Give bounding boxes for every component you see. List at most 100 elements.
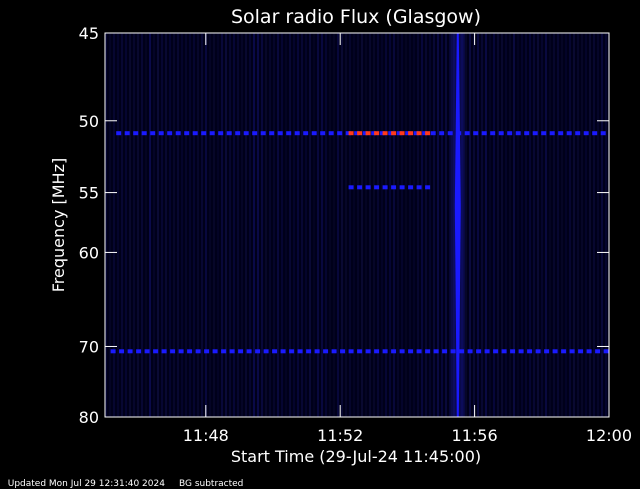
band-segment: [195, 349, 201, 354]
noise-column: [497, 33, 499, 417]
band-segment: [416, 131, 422, 136]
noise-column: [141, 33, 143, 417]
band-segment: [450, 349, 456, 354]
band-segment: [558, 131, 564, 136]
band-segment: [399, 131, 405, 136]
band-segment: [408, 185, 414, 190]
noise-column: [281, 33, 283, 417]
band-segment: [425, 349, 431, 354]
noise-column: [361, 33, 363, 417]
noise-column: [177, 33, 179, 417]
noise-column: [165, 33, 167, 417]
burst-spike-core: [454, 33, 461, 417]
band-segment: [337, 131, 343, 136]
band-segment: [277, 131, 283, 136]
noise-column: [577, 33, 579, 417]
band-segment: [294, 131, 300, 136]
band-segment: [280, 349, 286, 354]
noise-column: [209, 33, 211, 417]
noise-column: [489, 33, 491, 417]
noise-column: [541, 33, 543, 417]
band-segment: [175, 131, 181, 136]
noise-column: [317, 33, 319, 417]
band-segment: [391, 131, 397, 136]
band-segment: [348, 349, 354, 354]
noise-column: [593, 33, 595, 417]
band-segment: [150, 131, 156, 136]
noise-column: [193, 33, 195, 417]
updated-timestamp: Updated Mon Jul 29 12:31:40 2024: [7, 479, 165, 489]
band-segment: [345, 131, 351, 136]
band-segment: [510, 349, 516, 354]
noise-column: [349, 33, 351, 417]
band-segment: [583, 131, 589, 136]
band-segment: [549, 131, 555, 136]
noise-column: [465, 33, 467, 417]
noise-columns: [105, 33, 607, 417]
band-segment: [552, 349, 558, 354]
band-segment: [396, 131, 402, 136]
noise-column: [353, 33, 355, 417]
band-segment: [481, 131, 487, 136]
noise-column: [245, 33, 247, 417]
band-segment: [133, 131, 139, 136]
band-segment: [311, 131, 317, 136]
noise-column: [441, 33, 443, 417]
noise-column: [473, 33, 475, 417]
plot-area: [105, 33, 609, 417]
noise-column: [529, 33, 531, 417]
noise-column: [313, 33, 315, 417]
noise-column: [369, 33, 371, 417]
x-axis-label: Start Time (29-Jul-24 11:45:00): [231, 447, 481, 466]
band-segment: [124, 131, 130, 136]
plot-frame: [104, 32, 610, 418]
band-segment: [201, 131, 207, 136]
noise-column: [185, 33, 187, 417]
band-segment: [464, 131, 470, 136]
noise-column: [601, 33, 603, 417]
noise-column: [365, 33, 367, 417]
band-segment: [218, 131, 224, 136]
noise-column: [253, 33, 255, 417]
band-segment: [416, 349, 422, 354]
y-axis-label: Frequency [MHz]: [49, 158, 68, 292]
band-segment: [116, 131, 122, 136]
band-segment: [501, 349, 507, 354]
band-segment: [221, 349, 227, 354]
band-segment: [153, 349, 159, 354]
noise-column: [269, 33, 271, 417]
noise-column: [373, 33, 375, 417]
band-segment: [425, 185, 431, 190]
noise-column: [517, 33, 519, 417]
band-segment: [226, 131, 232, 136]
noise-column: [501, 33, 503, 417]
noise-column: [505, 33, 507, 417]
y-tick-label: 70: [79, 337, 99, 356]
band-segment: [595, 349, 601, 354]
noise-column: [389, 33, 391, 417]
band-segment: [544, 349, 550, 354]
noise-column: [425, 33, 427, 417]
x-tick-label: 11:56: [452, 426, 498, 445]
band-segment: [422, 131, 428, 136]
noise-column: [237, 33, 239, 417]
noise-column: [133, 33, 135, 417]
band-segment: [357, 349, 363, 354]
band-segment: [493, 349, 499, 354]
band-segment: [467, 349, 473, 354]
noise-column: [293, 33, 295, 417]
noise-column: [181, 33, 183, 417]
noise-column: [333, 33, 335, 417]
band-segment: [416, 185, 422, 190]
noise-column: [117, 33, 119, 417]
band-segment: [158, 131, 164, 136]
y-tick-label: 45: [79, 24, 99, 43]
noise-column: [421, 33, 423, 417]
noise-column: [241, 33, 243, 417]
band-segment: [382, 185, 388, 190]
noise-column: [325, 33, 327, 417]
band-segment: [127, 349, 133, 354]
band-segment: [110, 349, 116, 354]
noise-column: [377, 33, 379, 417]
noise-column: [337, 33, 339, 417]
